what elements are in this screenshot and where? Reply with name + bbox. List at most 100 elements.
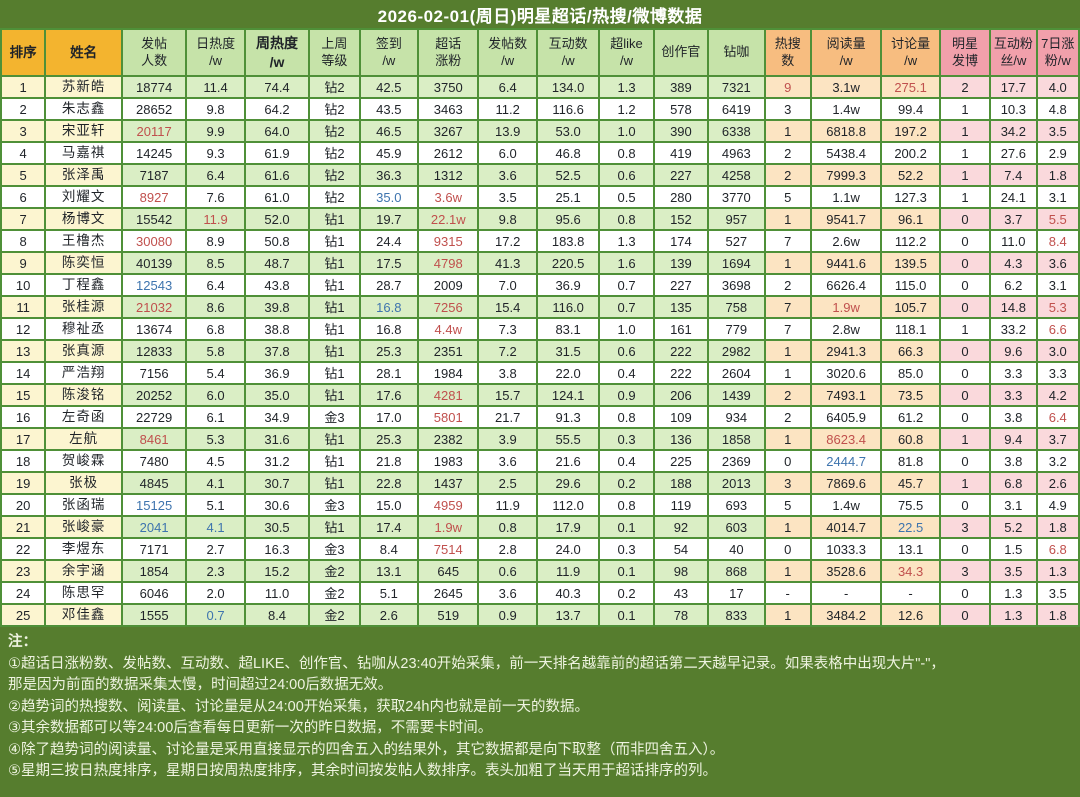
table-row-4: 4 马嘉祺 14245 9.3 61.9 钻2 45.9 2612 6.0 46.8 0.8 419 4… bbox=[0, 141, 1080, 165]
notes-section: 注： ①超话日涨粉数、发帖数、互动数、超LIKE、创作官、钻咖从23:40开始采… bbox=[0, 627, 1080, 783]
read-volume-cell: 3528.6 bbox=[809, 559, 883, 583]
discussion-volume-cell: 75.5 bbox=[880, 493, 941, 517]
daily-heat-cell: 4.5 bbox=[185, 449, 246, 473]
last-week-level-cell: 钻1 bbox=[308, 427, 361, 451]
posts-cell: 7.2 bbox=[477, 339, 538, 363]
supertopic-fan-growth-cell: 2645 bbox=[417, 581, 480, 605]
star-posts-cell: 0 bbox=[938, 405, 992, 429]
column-header-hot-search-count: 热搜 数 bbox=[763, 28, 812, 77]
checkin-cell: 36.3 bbox=[358, 163, 420, 187]
posts-cell: 3.9 bbox=[477, 427, 538, 451]
weekly-heat-cell: 34.9 bbox=[243, 405, 311, 429]
discussion-volume-cell: 45.7 bbox=[880, 471, 941, 495]
weekly-heat-cell: 39.8 bbox=[243, 295, 311, 319]
read-volume-cell: 3020.6 bbox=[809, 361, 883, 385]
hot-search-count-cell: 2 bbox=[763, 273, 812, 297]
name-cell: 马嘉祺 bbox=[44, 141, 123, 165]
checkin-cell: 28.1 bbox=[358, 361, 420, 385]
star-posts-cell: 1 bbox=[938, 185, 992, 209]
column-header-creation-officer: 创作官 bbox=[652, 28, 710, 77]
super-like-cell: 0.4 bbox=[598, 449, 655, 473]
supertopic-fan-growth-cell: 1312 bbox=[417, 163, 480, 187]
last-week-level-cell: 钻1 bbox=[308, 229, 361, 253]
star-posts-cell: 1 bbox=[938, 317, 992, 341]
interactions-cell: 40.3 bbox=[535, 581, 601, 605]
checkin-cell: 45.9 bbox=[358, 141, 420, 165]
interactions-cell: 52.5 bbox=[535, 163, 601, 187]
7day-fan-growth-cell: 2.6 bbox=[1035, 471, 1080, 495]
last-week-level-cell: 钻1 bbox=[308, 251, 361, 275]
read-volume-cell: 7999.3 bbox=[809, 163, 883, 187]
note-line-3: ②趋势词的热搜数、阅读量、讨论量是从24:00开始采集，获取24h内也就是前一天… bbox=[8, 698, 589, 715]
hot-search-count-cell: 1 bbox=[763, 251, 812, 275]
table-row-20: 20 张函瑞 15125 5.1 30.6 金3 15.0 4959 11.9 112.0 0.8 1… bbox=[0, 493, 1080, 517]
last-week-level-cell: 金3 bbox=[308, 537, 361, 561]
7day-fan-growth-cell: 6.4 bbox=[1035, 405, 1080, 429]
star-posts-cell: 1 bbox=[938, 471, 992, 495]
checkin-cell: 17.5 bbox=[358, 251, 420, 275]
posts-cell: 6.4 bbox=[477, 75, 538, 99]
posters-cell: 14245 bbox=[120, 141, 188, 165]
posters-cell: 21032 bbox=[120, 295, 188, 319]
super-like-cell: 0.3 bbox=[598, 537, 655, 561]
rank-cell: 23 bbox=[0, 559, 47, 583]
supertopic-fan-growth-cell: 2612 bbox=[417, 141, 480, 165]
interactions-cell: 91.3 bbox=[535, 405, 601, 429]
7day-fan-growth-cell: 3.5 bbox=[1035, 119, 1080, 143]
interactive-fans-cell: 1.3 bbox=[989, 581, 1038, 605]
supertopic-fan-growth-cell: 7514 bbox=[417, 537, 480, 561]
read-volume-cell: 1.1w bbox=[809, 185, 883, 209]
super-like-cell: 0.7 bbox=[598, 273, 655, 297]
last-week-level-cell: 钻1 bbox=[308, 295, 361, 319]
7day-fan-growth-cell: 3.0 bbox=[1035, 339, 1080, 363]
interactive-fans-cell: 27.6 bbox=[989, 141, 1038, 165]
diamond-cell: 934 bbox=[707, 405, 766, 429]
supertopic-fan-growth-cell: 3750 bbox=[417, 75, 480, 99]
super-like-cell: 0.2 bbox=[598, 471, 655, 495]
creation-officer-cell: 389 bbox=[652, 75, 710, 99]
checkin-cell: 17.0 bbox=[358, 405, 420, 429]
daily-heat-cell: 6.8 bbox=[185, 317, 246, 341]
super-like-cell: 0.8 bbox=[598, 207, 655, 231]
discussion-volume-cell: 197.2 bbox=[880, 119, 941, 143]
column-header-super-like: 超like /w bbox=[598, 28, 655, 77]
posts-cell: 13.9 bbox=[477, 119, 538, 143]
hot-search-count-cell: 2 bbox=[763, 163, 812, 187]
diamond-cell: 779 bbox=[707, 317, 766, 341]
posts-cell: 41.3 bbox=[477, 251, 538, 275]
posts-cell: 2.8 bbox=[477, 537, 538, 561]
name-cell: 严浩翔 bbox=[44, 361, 123, 385]
note-line-5: ④除了趋势词的阅读量、讨论量是采用直接显示的四舍五入的结果外，其它数据都是向下取… bbox=[8, 741, 725, 758]
weekly-heat-cell: 61.9 bbox=[243, 141, 311, 165]
read-volume-cell: 1.4w bbox=[809, 493, 883, 517]
hot-search-count-cell: 7 bbox=[763, 317, 812, 341]
super-like-cell: 0.1 bbox=[598, 515, 655, 539]
interactions-cell: 25.1 bbox=[535, 185, 601, 209]
last-week-level-cell: 钻1 bbox=[308, 273, 361, 297]
posters-cell: 7480 bbox=[120, 449, 188, 473]
discussion-volume-cell: 52.2 bbox=[880, 163, 941, 187]
discussion-volume-cell: 99.4 bbox=[880, 97, 941, 121]
daily-heat-cell: 5.4 bbox=[185, 361, 246, 385]
checkin-cell: 21.8 bbox=[358, 449, 420, 473]
weekly-heat-cell: 31.6 bbox=[243, 427, 311, 451]
creation-officer-cell: 152 bbox=[652, 207, 710, 231]
column-header-7day-fan-growth: 7日涨 粉/w bbox=[1035, 28, 1080, 77]
daily-heat-cell: 6.0 bbox=[185, 383, 246, 407]
checkin-cell: 19.7 bbox=[358, 207, 420, 231]
column-header-read-volume: 阅读量 /w bbox=[809, 28, 883, 77]
diamond-cell: 1694 bbox=[707, 251, 766, 275]
rank-cell: 5 bbox=[0, 163, 47, 187]
7day-fan-growth-cell: 5.3 bbox=[1035, 295, 1080, 319]
creation-officer-cell: 119 bbox=[652, 493, 710, 517]
discussion-volume-cell: 12.6 bbox=[880, 603, 941, 627]
interactive-fans-cell: 3.1 bbox=[989, 493, 1038, 517]
table-row-14: 14 严浩翔 7156 5.4 36.9 钻1 28.1 1984 3.8 22.0 0.4 222 2… bbox=[0, 361, 1080, 385]
checkin-cell: 24.4 bbox=[358, 229, 420, 253]
hot-search-count-cell: 1 bbox=[763, 119, 812, 143]
checkin-cell: 46.5 bbox=[358, 119, 420, 143]
interactive-fans-cell: 3.7 bbox=[989, 207, 1038, 231]
creation-officer-cell: 135 bbox=[652, 295, 710, 319]
interactions-cell: 13.7 bbox=[535, 603, 601, 627]
supertopic-fan-growth-cell: 645 bbox=[417, 559, 480, 583]
